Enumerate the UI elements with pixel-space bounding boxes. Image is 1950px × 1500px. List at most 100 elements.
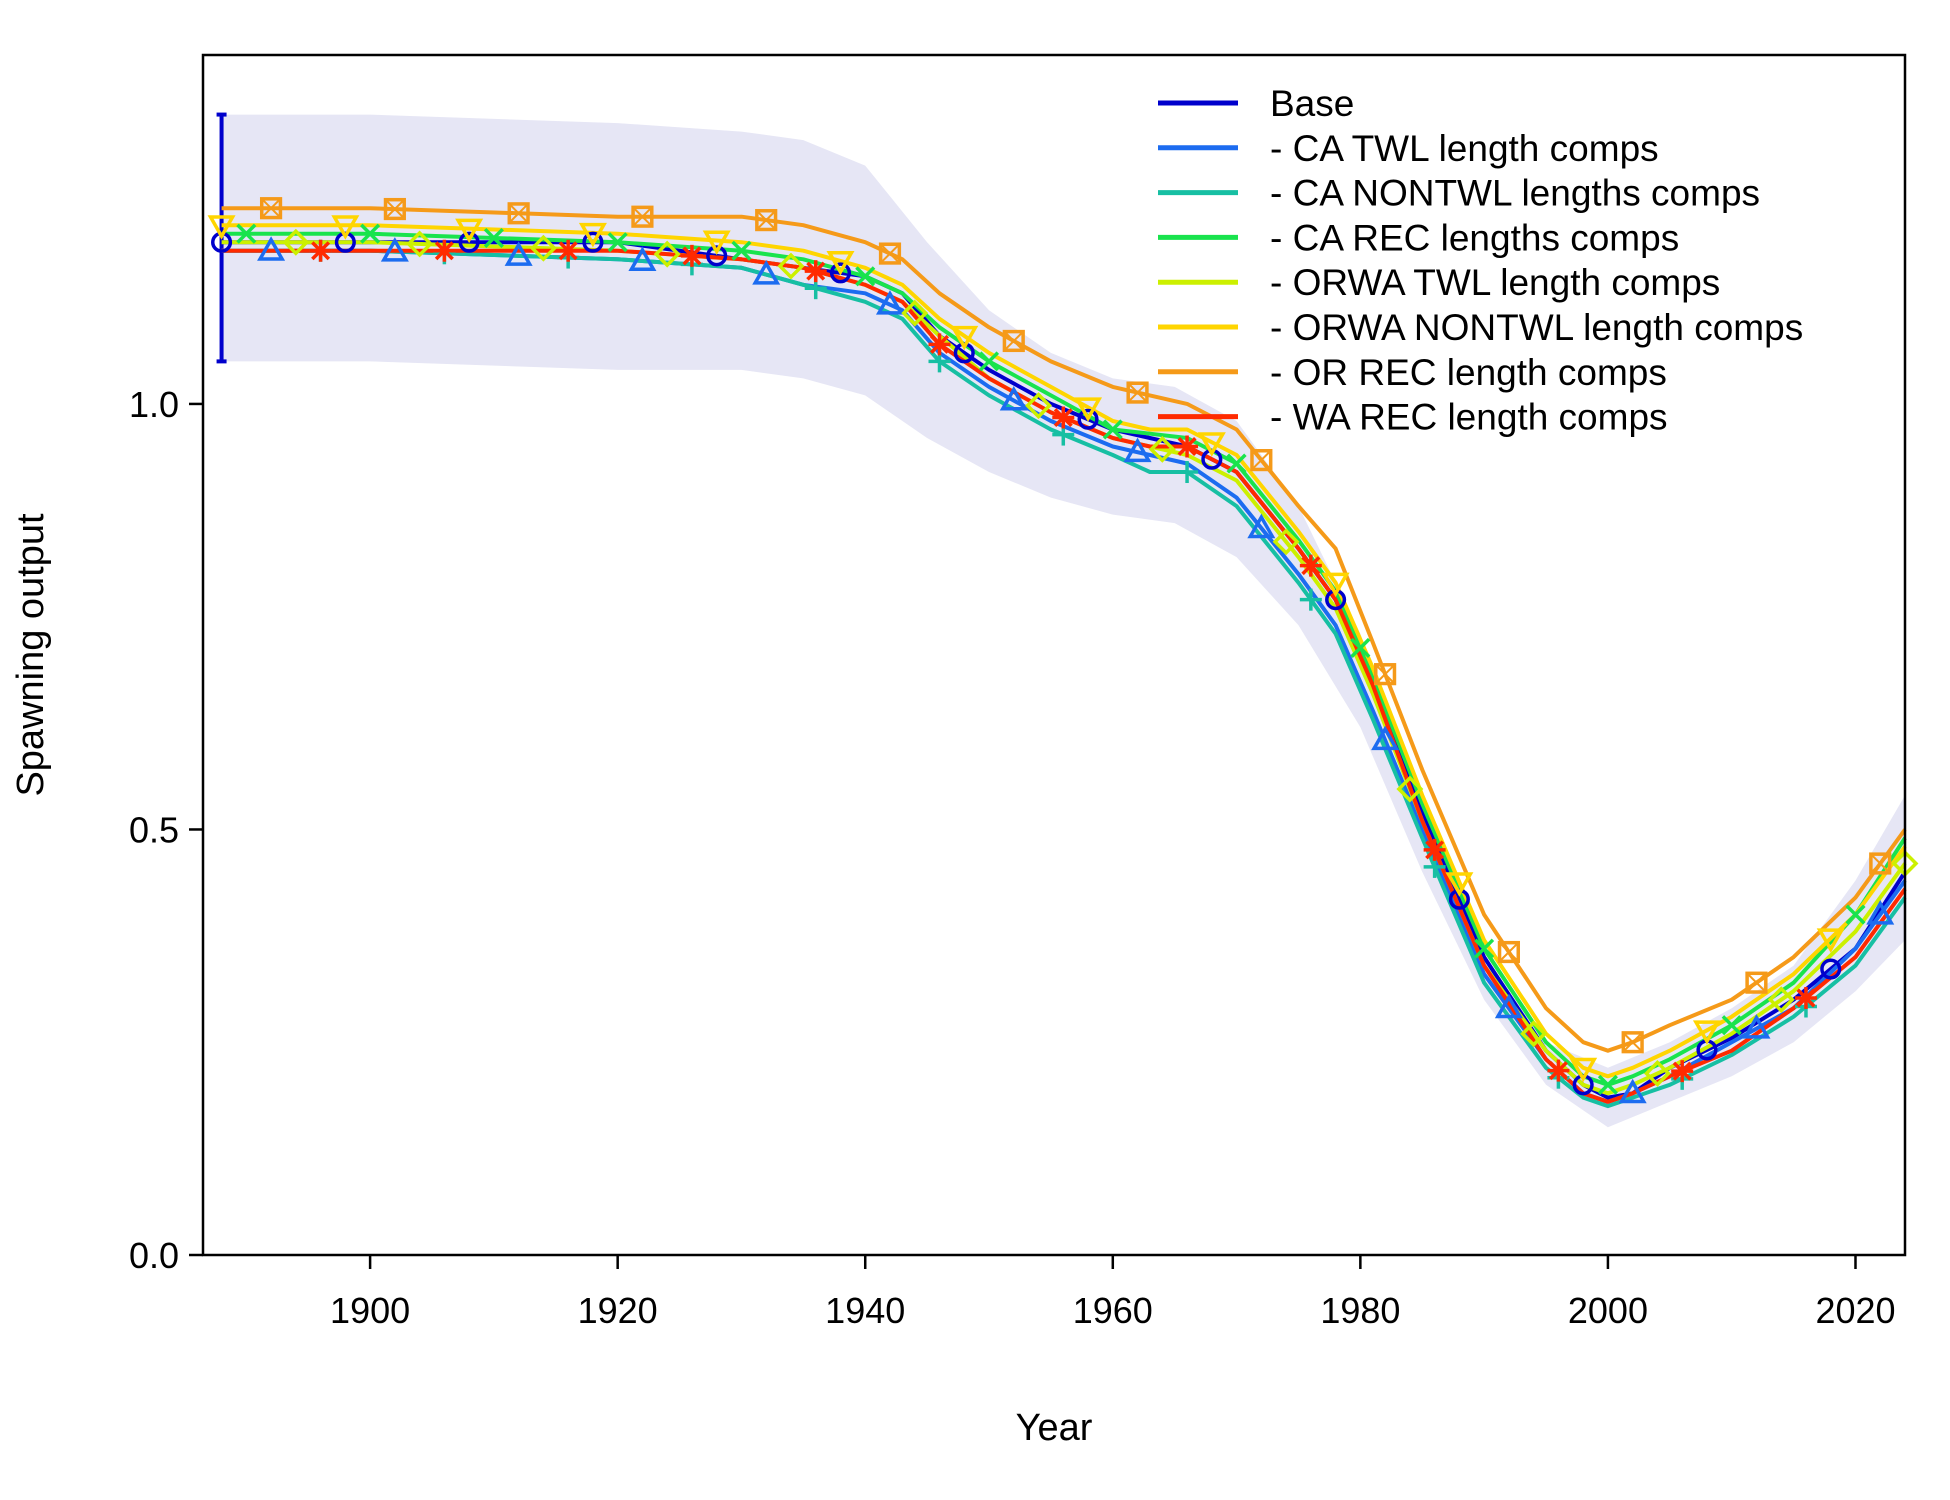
series-marker-orwa-twl-length-comps [1520, 1020, 1548, 1048]
series-marker-base [1820, 958, 1842, 980]
series-line-ca-nontwl-lengths-comps [221, 248, 1907, 1109]
series-marker-ca-rec-lengths-comps [1721, 1015, 1742, 1036]
legend-label: Base [1270, 83, 1354, 124]
series-marker-ca-twl-length-comps [999, 386, 1028, 411]
series-marker-orwa-nontwl-length-comps [331, 215, 360, 240]
series-marker-orwa-nontwl-length-comps [1197, 432, 1226, 457]
series-marker-ca-rec-lengths-comps [1102, 419, 1123, 440]
series-marker-or-rec-length-comps [1497, 940, 1520, 964]
series-marker-ca-twl-length-comps [752, 260, 781, 285]
x-tick-label: 2020 [1815, 1290, 1895, 1331]
x-axis-title: Year [1016, 1407, 1093, 1449]
series-marker-orwa-twl-length-comps [1272, 528, 1300, 556]
x-tick-label: 1900 [330, 1290, 410, 1331]
series-marker-ca-twl-length-comps [1618, 1078, 1647, 1104]
series-marker-or-rec-length-comps [1250, 449, 1273, 472]
legend-label: - ORWA TWL length comps [1270, 262, 1720, 303]
series-marker-ca-rec-lengths-comps [483, 227, 504, 249]
series-marker-ca-nontwl-lengths-comps [1299, 588, 1322, 611]
series-marker-ca-rec-lengths-comps [607, 232, 628, 253]
series-marker-ca-twl-length-comps [1123, 437, 1152, 463]
series-marker-orwa-nontwl-length-comps [1321, 572, 1350, 598]
y-tick-label: 1.0 [129, 384, 179, 425]
series-marker-orwa-nontwl-length-comps [1074, 397, 1103, 422]
series-marker-orwa-twl-length-comps [1767, 986, 1795, 1014]
series-marker-ca-twl-length-comps [1247, 513, 1276, 539]
series-marker-or-rec-length-comps [1374, 663, 1397, 686]
series-marker-or-rec-length-comps [1621, 1031, 1644, 1054]
series-marker-base [582, 231, 604, 253]
series-marker-orwa-nontwl-length-comps [950, 325, 979, 351]
series-marker-ca-rec-lengths-comps [1597, 1074, 1618, 1095]
series-marker-orwa-nontwl-length-comps [826, 250, 855, 276]
legend: Base- CA TWL length comps- CA NONTWL len… [1158, 83, 1803, 438]
series-marker-wa-rec-length-comps [1052, 406, 1075, 429]
series-marker-orwa-nontwl-length-comps [1445, 872, 1474, 897]
series-marker-ca-nontwl-lengths-comps [1176, 461, 1199, 484]
legend-label: - CA REC lengths comps [1270, 217, 1679, 258]
legend-item-wa-rec-length-comps: - WA REC length comps [1158, 397, 1668, 438]
series-marker-or-rec-length-comps [1002, 329, 1025, 353]
base-uncertainty-band [221, 114, 1906, 1128]
series-marker-wa-rec-length-comps [804, 260, 827, 283]
series-marker-orwa-twl-length-comps [1643, 1059, 1671, 1087]
series-marker-ca-rec-lengths-comps [1226, 453, 1247, 474]
series-marker-wa-rec-length-comps [1176, 435, 1199, 458]
series-marker-or-rec-length-comps [1745, 971, 1768, 994]
y-tick-label: 0.0 [129, 1235, 179, 1276]
series-marker-ca-rec-lengths-comps [1474, 938, 1495, 959]
legend-item-ca-rec-lengths-comps: - CA REC lengths comps [1158, 217, 1679, 258]
series-marker-or-rec-length-comps [383, 197, 406, 221]
series-marker-base [1077, 408, 1099, 430]
series-marker-base [706, 245, 728, 267]
series-marker-wa-rec-length-comps [680, 244, 703, 267]
series-marker-or-rec-length-comps [878, 242, 902, 265]
series-marker-base [458, 231, 480, 253]
legend-item-or-rec-length-comps: - OR REC length comps [1158, 352, 1667, 393]
series-marker-wa-rec-length-comps [309, 239, 332, 262]
series-marker-wa-rec-length-comps [557, 239, 580, 262]
series-marker-or-rec-length-comps [1126, 381, 1149, 404]
series-marker-ca-rec-lengths-comps [978, 351, 1000, 372]
series-marker-orwa-nontwl-length-comps [702, 230, 731, 256]
series-marker-wa-rec-length-comps [928, 333, 951, 356]
series-marker-orwa-twl-length-comps [777, 252, 805, 280]
series-marker-orwa-twl-length-comps [529, 234, 557, 262]
y-axis: 0.0 0.5 1.0 [129, 384, 203, 1276]
series-marker-ca-rec-lengths-comps [855, 266, 876, 287]
series-marker-ca-twl-length-comps [380, 237, 409, 262]
legend-label: - CA NONTWL lengths comps [1270, 173, 1760, 214]
series-marker-ca-twl-length-comps [1371, 725, 1400, 751]
series-marker-ca-rec-lengths-comps [731, 240, 752, 261]
series-marker-orwa-nontwl-length-comps [1816, 928, 1845, 953]
series-marker-ca-twl-length-comps [875, 290, 905, 315]
series-marker-orwa-twl-length-comps [1396, 775, 1424, 803]
series-marker-ca-twl-length-comps [504, 241, 533, 266]
series-marker-orwa-nontwl-length-comps [207, 215, 236, 240]
series-marker-orwa-twl-length-comps [282, 228, 310, 256]
legend-label: - CA TWL length comps [1270, 128, 1659, 169]
series-marker-wa-rec-length-comps [433, 239, 456, 262]
series-marker-ca-rec-lengths-comps [236, 223, 257, 244]
axes-layer: 1900 1920 1940 1960 1980 2000 2020 0.0 0.5 1.0 [129, 384, 1896, 1331]
series-marker-ca-twl-length-comps [1866, 900, 1895, 925]
x-tick-label: 2000 [1568, 1290, 1648, 1331]
series-marker-ca-twl-length-comps [257, 236, 286, 261]
series-marker-orwa-nontwl-length-comps [578, 222, 607, 248]
series-marker-orwa-twl-length-comps [1148, 435, 1176, 463]
series-marker-wa-rec-length-comps [1794, 986, 1817, 1009]
series-marker-wa-rec-length-comps [1423, 838, 1446, 861]
series-marker-wa-rec-length-comps [1547, 1059, 1570, 1082]
series-marker-orwa-twl-length-comps [406, 230, 434, 258]
y-tick-label: 0.5 [129, 809, 179, 850]
legend-item-ca-twl-length-comps: - CA TWL length comps [1158, 128, 1659, 169]
legend-label: - WA REC length comps [1270, 397, 1668, 438]
series-marker-or-rec-length-comps [1869, 852, 1892, 875]
x-tick-label: 1960 [1073, 1290, 1153, 1331]
x-tick-label: 1980 [1320, 1290, 1400, 1331]
legend-item-orwa-nontwl-length-comps: - ORWA NONTWL length comps [1158, 307, 1803, 348]
series-marker-orwa-twl-length-comps [901, 299, 929, 327]
series-marker-or-rec-length-comps [259, 197, 283, 220]
series-marker-ca-rec-lengths-comps [1350, 637, 1371, 658]
series-marker-base [829, 262, 852, 284]
